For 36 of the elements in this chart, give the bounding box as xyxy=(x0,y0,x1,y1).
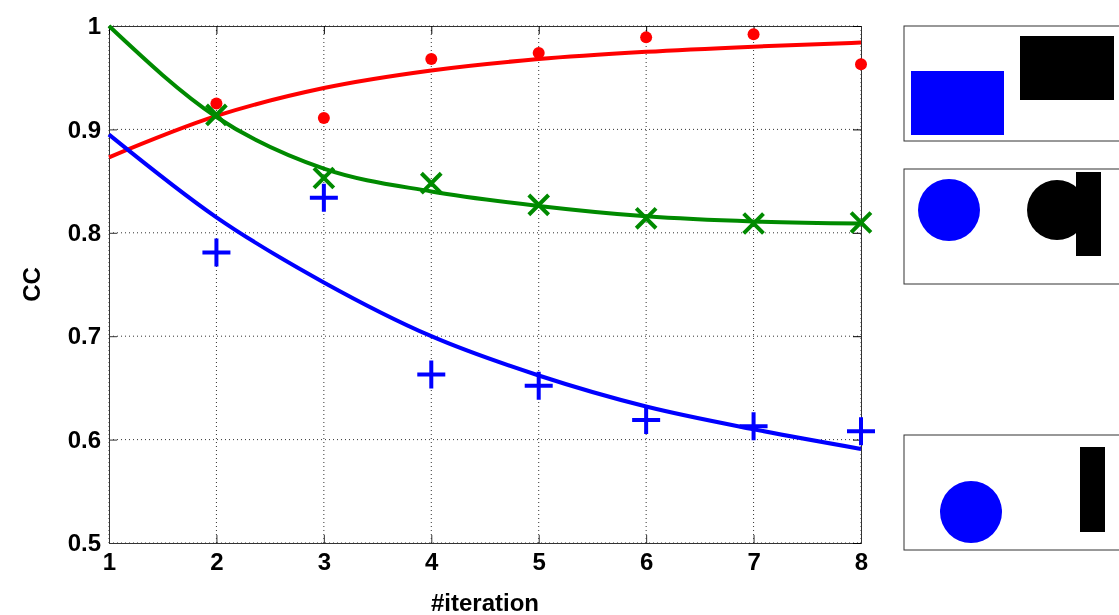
point xyxy=(417,360,446,389)
point xyxy=(527,193,551,217)
line-series xyxy=(107,132,863,451)
x-tick-label: 5 xyxy=(532,548,546,576)
x-tick-label: 3 xyxy=(317,548,332,576)
y-axis-title: CC xyxy=(18,267,45,302)
point xyxy=(747,28,760,41)
x-axis-title: #iteration xyxy=(430,589,540,615)
point xyxy=(205,103,228,127)
line-series xyxy=(107,40,863,160)
x-tick-label: 8 xyxy=(854,548,869,576)
point xyxy=(524,371,553,400)
y-tick-label: 0.7 xyxy=(67,322,101,350)
y-tick-label: 0.9 xyxy=(67,115,101,143)
y-tick-label: 1 xyxy=(87,12,101,40)
point xyxy=(847,417,875,446)
point xyxy=(739,412,768,441)
y-tick-label: 0.6 xyxy=(67,425,101,453)
point xyxy=(634,207,658,230)
y-tick-label: 0.5 xyxy=(67,529,101,557)
point xyxy=(640,31,653,44)
point xyxy=(632,405,661,434)
point xyxy=(210,97,223,110)
x-tick-label: 2 xyxy=(210,548,224,576)
x-tick-label: 6 xyxy=(639,548,654,576)
point xyxy=(309,183,338,212)
point xyxy=(425,53,438,66)
point xyxy=(317,112,330,125)
point xyxy=(532,46,545,59)
point xyxy=(202,238,231,267)
x-tick-label: 4 xyxy=(425,548,440,576)
x-tick-label: 7 xyxy=(747,548,761,576)
point xyxy=(855,58,867,71)
y-tick-label: 0.8 xyxy=(67,218,101,246)
point xyxy=(849,211,873,234)
point xyxy=(419,171,443,195)
